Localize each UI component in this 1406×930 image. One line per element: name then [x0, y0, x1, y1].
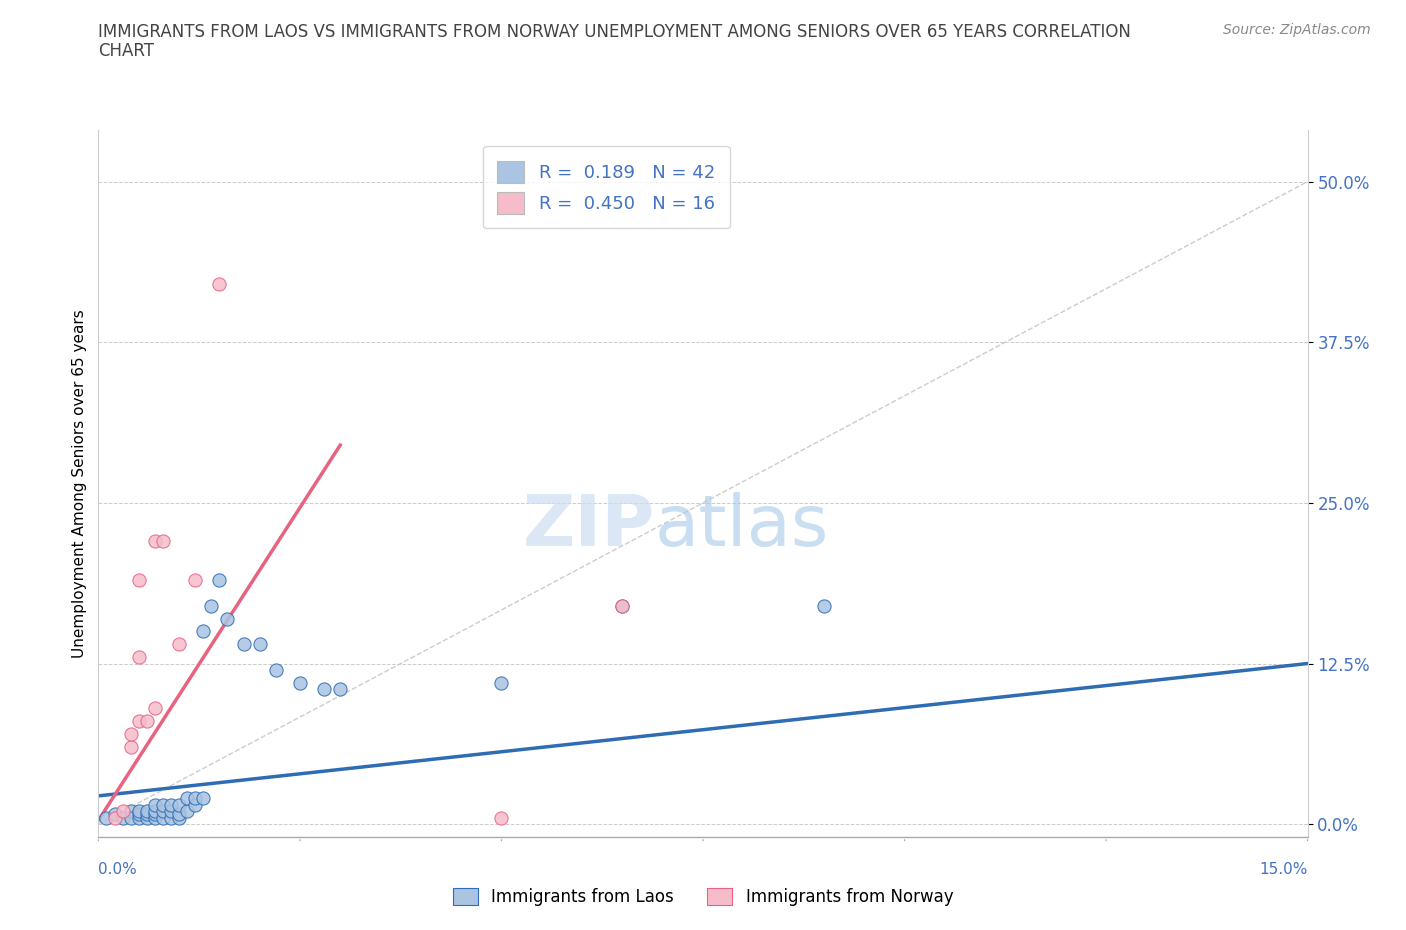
- Point: [143, 797, 166, 812]
- Point: [143, 810, 166, 825]
- Point: [143, 534, 166, 549]
- Legend: Immigrants from Laos, Immigrants from Norway: Immigrants from Laos, Immigrants from No…: [446, 881, 960, 912]
- Point: [120, 810, 142, 825]
- Point: [143, 804, 166, 818]
- Point: [120, 726, 142, 741]
- Text: atlas: atlas: [655, 492, 830, 561]
- Point: [128, 714, 150, 729]
- Point: [184, 797, 207, 812]
- Point: [314, 682, 336, 697]
- Point: [128, 806, 150, 821]
- Point: [152, 804, 174, 818]
- Point: [120, 804, 142, 818]
- Text: Source: ZipAtlas.com: Source: ZipAtlas.com: [1223, 23, 1371, 37]
- Point: [200, 598, 222, 613]
- Point: [167, 806, 190, 821]
- Point: [193, 624, 215, 639]
- Point: [103, 810, 125, 825]
- Point: [143, 701, 166, 716]
- Point: [128, 573, 150, 588]
- Text: CHART: CHART: [98, 42, 155, 60]
- Point: [128, 650, 150, 665]
- Point: [176, 804, 198, 818]
- Point: [143, 806, 166, 821]
- Point: [167, 637, 190, 652]
- Point: [160, 810, 183, 825]
- Point: [135, 806, 157, 821]
- Point: [96, 810, 118, 825]
- Point: [232, 637, 254, 652]
- Point: [128, 810, 150, 825]
- Legend: R =  0.189   N = 42, R =  0.450   N = 16: R = 0.189 N = 42, R = 0.450 N = 16: [482, 146, 730, 228]
- Point: [329, 682, 352, 697]
- Point: [135, 714, 157, 729]
- Point: [152, 810, 174, 825]
- Point: [491, 810, 513, 825]
- Point: [103, 806, 125, 821]
- Point: [193, 791, 215, 806]
- Point: [288, 675, 311, 690]
- Point: [160, 804, 183, 818]
- Point: [184, 791, 207, 806]
- Point: [111, 804, 134, 818]
- Point: [612, 598, 634, 613]
- Y-axis label: Unemployment Among Seniors over 65 years: Unemployment Among Seniors over 65 years: [72, 309, 87, 658]
- Point: [152, 797, 174, 812]
- Point: [264, 662, 287, 677]
- Point: [120, 739, 142, 754]
- Point: [184, 573, 207, 588]
- Point: [813, 598, 835, 613]
- Point: [160, 797, 183, 812]
- Text: ZIP: ZIP: [523, 492, 655, 561]
- Text: 15.0%: 15.0%: [1260, 862, 1308, 877]
- Point: [176, 791, 198, 806]
- Point: [135, 804, 157, 818]
- Text: IMMIGRANTS FROM LAOS VS IMMIGRANTS FROM NORWAY UNEMPLOYMENT AMONG SENIORS OVER 6: IMMIGRANTS FROM LAOS VS IMMIGRANTS FROM …: [98, 23, 1132, 41]
- Point: [128, 804, 150, 818]
- Point: [249, 637, 271, 652]
- Point: [167, 810, 190, 825]
- Point: [167, 797, 190, 812]
- Point: [217, 611, 239, 626]
- Point: [491, 675, 513, 690]
- Text: 0.0%: 0.0%: [98, 862, 138, 877]
- Point: [135, 810, 157, 825]
- Point: [612, 598, 634, 613]
- Point: [208, 573, 231, 588]
- Point: [152, 534, 174, 549]
- Point: [208, 277, 231, 292]
- Point: [111, 810, 134, 825]
